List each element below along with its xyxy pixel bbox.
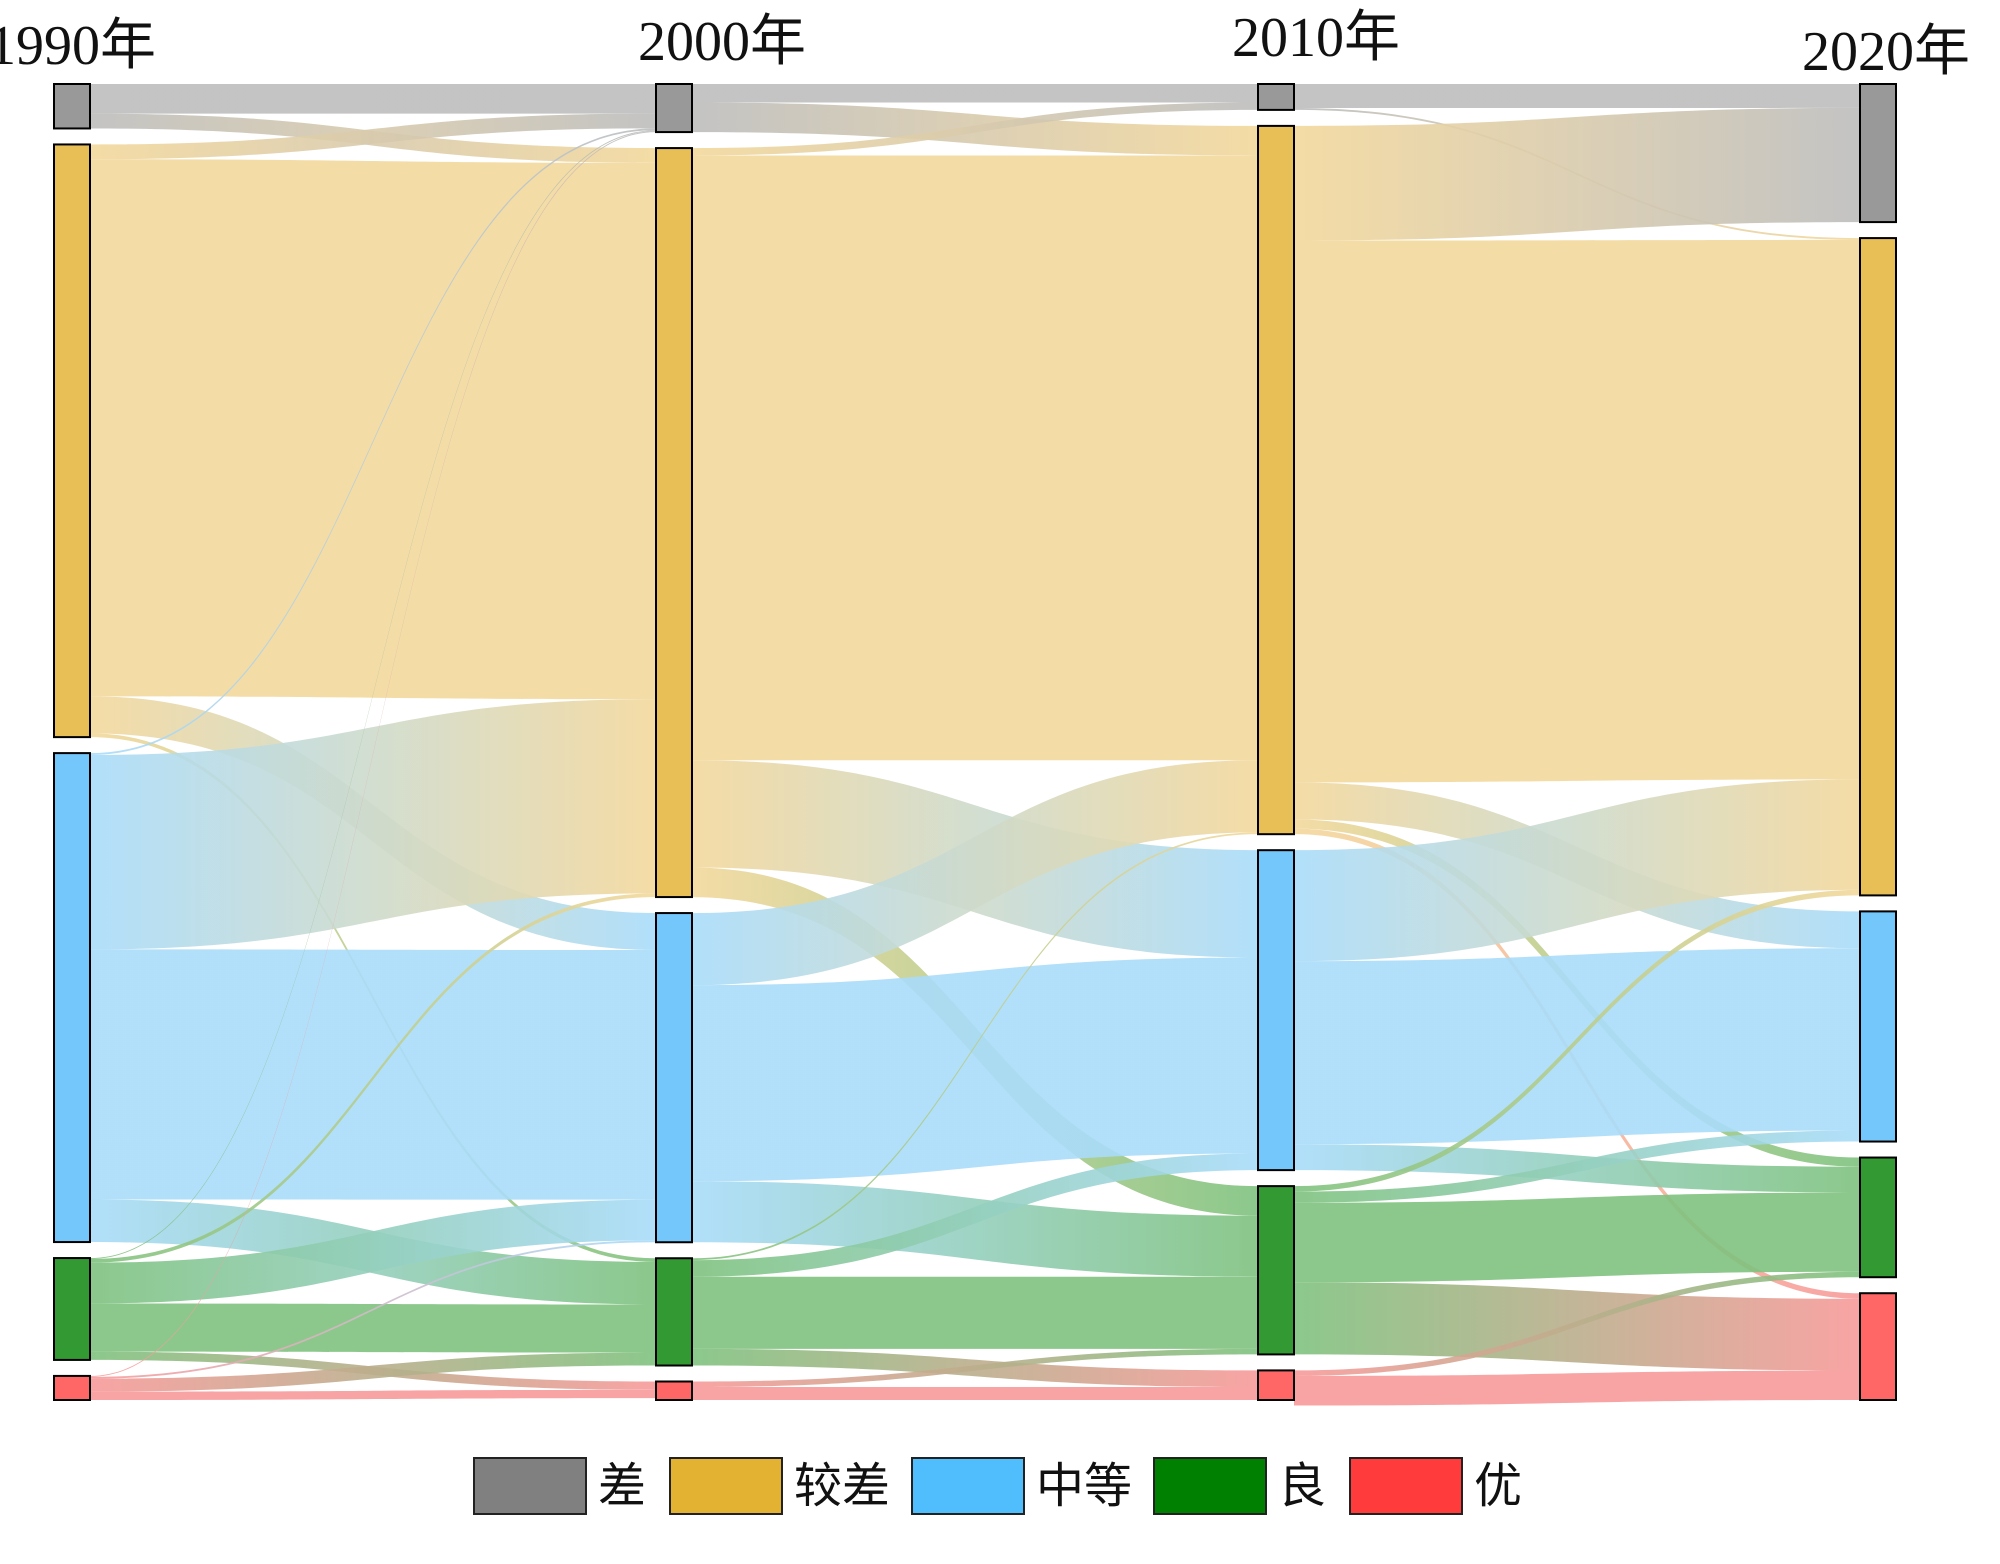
node-1-jiaocha	[655, 147, 693, 899]
flow-2-liang-to-zhongdeng	[1294, 1130, 1860, 1203]
legend-label-zhongdeng: 中等	[1036, 1460, 1132, 1513]
flow-1-zhongdeng-to-jiaocha	[692, 760, 1258, 986]
flow-0-you-to-cha	[90, 131, 656, 1377]
legend-swatch-zhongdeng	[911, 1457, 1025, 1515]
flow-0-liang-to-jiaocha	[90, 893, 656, 1263]
flow-0-you-to-zhongdeng	[90, 1240, 656, 1379]
node-1-you	[655, 1380, 693, 1401]
flow-0-jiaocha-to-jiaocha	[90, 159, 656, 700]
node-3-zhongdeng	[1859, 910, 1897, 1143]
flow-2-jiaocha-to-cha	[1294, 107, 1860, 241]
flow-1-you-to-liang	[692, 1348, 1258, 1388]
year-label-1: 2000年	[638, 11, 806, 73]
flow-0-you-to-liang	[90, 1352, 656, 1392]
year-label-3: 2020年	[1802, 21, 1970, 83]
legend-swatch-cha	[473, 1457, 587, 1515]
flow-2-zhongdeng-to-jiaocha	[1294, 779, 1860, 962]
flow-1-jiaocha-to-jiaocha	[692, 155, 1258, 761]
flow-2-liang-to-liang	[1294, 1192, 1860, 1283]
flow-1-cha-to-cha	[692, 84, 1258, 103]
legend-label-jiaocha: 较差	[794, 1460, 890, 1513]
flow-2-liang-to-jiaocha	[1294, 889, 1860, 1192]
flow-2-you-to-you	[1294, 1370, 1860, 1406]
node-2-cha	[1257, 83, 1295, 111]
flow-2-cha-to-cha	[1294, 84, 1860, 109]
flow-links	[90, 84, 1860, 1406]
flow-1-you-to-you	[692, 1387, 1258, 1400]
flow-0-you-to-you	[90, 1389, 656, 1400]
node-3-you	[1859, 1292, 1897, 1402]
flow-1-jiaocha-to-cha	[692, 102, 1258, 156]
legend-swatch-you	[1349, 1457, 1463, 1515]
node-0-you	[53, 1374, 91, 1402]
flow-0-zhongdeng-to-zhongdeng	[90, 949, 656, 1200]
flow-2-jiaocha-to-jiaocha	[1294, 239, 1860, 783]
flow-1-zhongdeng-to-zhongdeng	[692, 957, 1258, 1182]
legend-label-you: 优	[1474, 1460, 1522, 1513]
node-3-jiaocha	[1859, 237, 1897, 897]
flow-0-zhongdeng-to-cha	[90, 128, 656, 755]
flow-2-zhongdeng-to-zhongdeng	[1294, 948, 1860, 1145]
flow-0-cha-to-cha	[90, 84, 656, 114]
node-2-you	[1257, 1369, 1295, 1402]
flow-0-jiaocha-to-cha	[90, 113, 656, 160]
node-2-zhongdeng	[1257, 849, 1295, 1172]
legend-swatch-jiaocha	[669, 1457, 783, 1515]
class-nodes	[53, 83, 1897, 1402]
legend-swatch-liang	[1153, 1457, 1267, 1515]
node-1-zhongdeng	[655, 912, 693, 1244]
node-2-jiaocha	[1257, 124, 1295, 836]
node-2-liang	[1257, 1185, 1295, 1356]
node-3-cha	[1859, 83, 1897, 224]
flow-0-liang-to-liang	[90, 1303, 656, 1353]
flow-0-liang-to-zhongdeng	[90, 1199, 656, 1304]
flow-2-you-to-liang	[1294, 1271, 1860, 1376]
node-0-jiaocha	[53, 143, 91, 739]
node-0-zhongdeng	[53, 752, 91, 1244]
year-label-2: 2010年	[1232, 7, 1400, 69]
node-3-liang	[1859, 1156, 1897, 1279]
flow-1-zhongdeng-to-liang	[692, 1181, 1258, 1277]
flow-1-liang-to-liang	[692, 1276, 1258, 1349]
flow-1-liang-to-jiaocha	[692, 832, 1258, 1261]
year-label-0: 1990年	[0, 15, 156, 77]
year-labels: 1990年 2000年 2010年 2020年	[0, 7, 1970, 83]
legend-label-cha: 差	[598, 1460, 646, 1513]
flow-1-liang-to-zhongdeng	[692, 1153, 1258, 1277]
node-0-cha	[53, 83, 91, 130]
flow-0-zhongdeng-to-jiaocha	[90, 699, 656, 950]
flow-0-liang-to-cha	[90, 130, 656, 1259]
node-1-liang	[655, 1257, 693, 1367]
node-0-liang	[53, 1257, 91, 1361]
legend: 差 较差 中等 良 优	[473, 1457, 1522, 1515]
node-1-cha	[655, 83, 693, 134]
legend-label-liang: 良	[1278, 1460, 1326, 1513]
